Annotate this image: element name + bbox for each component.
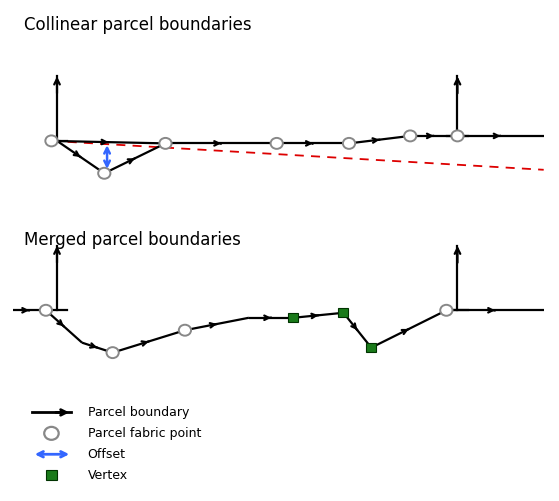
Text: Merged parcel boundaries: Merged parcel boundaries xyxy=(23,230,240,248)
Bar xyxy=(288,313,299,322)
Text: Collinear parcel boundaries: Collinear parcel boundaries xyxy=(23,17,251,35)
Text: Parcel boundary: Parcel boundary xyxy=(88,406,189,419)
Circle shape xyxy=(451,130,463,141)
Text: Parcel fabric point: Parcel fabric point xyxy=(88,427,201,440)
Text: Vertex: Vertex xyxy=(88,469,127,481)
Bar xyxy=(366,343,376,352)
Circle shape xyxy=(271,138,283,149)
Bar xyxy=(338,308,348,317)
Circle shape xyxy=(343,138,355,149)
Circle shape xyxy=(98,168,111,179)
Circle shape xyxy=(179,325,191,336)
Circle shape xyxy=(40,305,52,316)
Text: Offset: Offset xyxy=(88,448,126,461)
Circle shape xyxy=(45,135,58,146)
Circle shape xyxy=(44,427,59,440)
Bar xyxy=(46,470,57,480)
Circle shape xyxy=(159,138,172,149)
Circle shape xyxy=(440,305,452,316)
Circle shape xyxy=(404,130,416,141)
Circle shape xyxy=(107,347,119,358)
